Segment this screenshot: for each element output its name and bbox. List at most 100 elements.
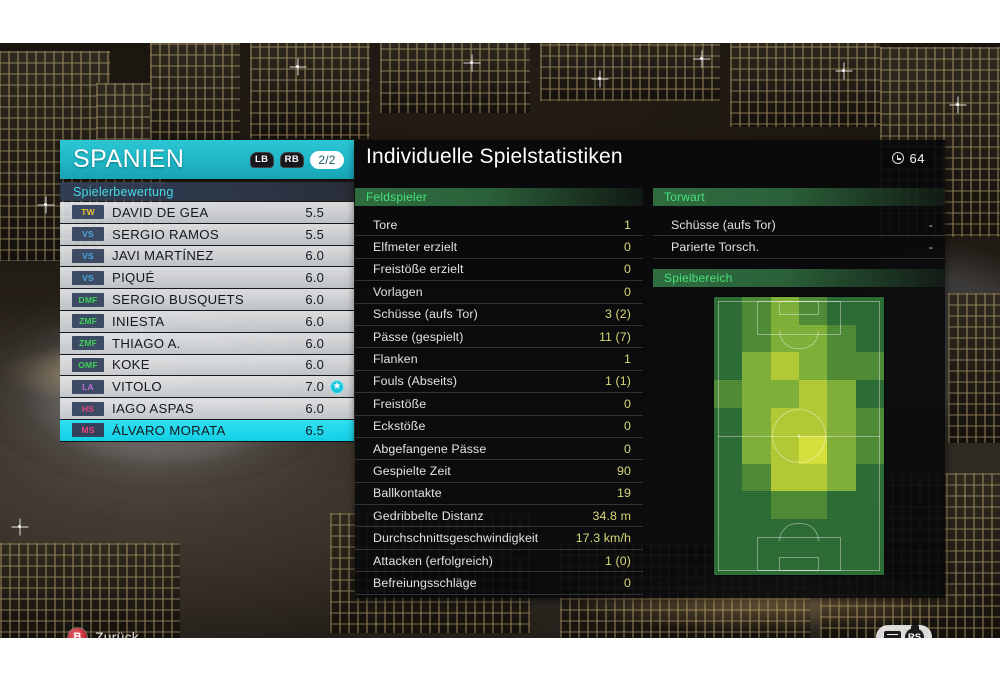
player-name: INIESTA: [112, 313, 165, 329]
heatmap-cell: [742, 546, 771, 575]
pitch-goal-box-bottom: [779, 556, 819, 571]
stat-label: Ballkontakte: [373, 486, 442, 501]
heatmap-cell: [827, 352, 856, 381]
player-rating: 5.5: [305, 226, 324, 242]
pitch-penalty-arc-bottom: [779, 522, 819, 541]
right-stick-icon[interactable]: RS: [905, 627, 924, 638]
background-building: [250, 43, 370, 139]
heatmap-pitch: [714, 296, 884, 575]
heatmap-cell: [742, 463, 771, 492]
player-position-badge: ZMF: [72, 336, 104, 351]
player-name: THIAGO A.: [112, 335, 181, 351]
stat-value: 0: [624, 419, 631, 434]
goalkeeper-section-header: Torwart: [653, 188, 945, 206]
team-header: SPANIEN LB RB 2/2: [60, 140, 354, 179]
stat-label: Parierte Torsch.: [671, 240, 760, 255]
heatmap-cell: [770, 380, 799, 408]
outfield-column: Feldspieler Tore 1 Elfmeter erzielt 0 Freist…: [355, 188, 643, 595]
player-row[interactable]: LA VITOLO 7.0 ★: [60, 376, 354, 399]
heatmap-cell: [714, 519, 743, 547]
stat-value: 1 (0): [605, 553, 631, 568]
stat-row: Gedribbelte Distanz 34.8 m: [355, 505, 643, 528]
stat-row: Fouls (Abseits) 1 (1): [355, 371, 643, 394]
heatmap-cell: [742, 296, 771, 325]
player-name: IAGO ASPAS: [112, 401, 194, 417]
player-row[interactable]: OMF KOKE 6.0: [60, 354, 354, 377]
heatmap-cell: [770, 324, 799, 353]
heatmap-cell: [799, 519, 828, 547]
stat-label: Befreiungsschläge: [373, 575, 477, 590]
lens-sparkle: [18, 525, 21, 528]
background-building: [730, 43, 880, 127]
heatmap-cell: [714, 324, 743, 353]
stat-value: 0: [624, 262, 631, 277]
player-row[interactable]: DMF SERGIO BUSQUETS 6.0: [60, 289, 354, 311]
player-row[interactable]: TW DAVID DE GEA 5.5: [60, 202, 354, 224]
stat-value: -: [928, 217, 933, 232]
player-name: PIQUÉ: [112, 270, 155, 286]
match-timer-value: 64: [909, 150, 925, 166]
next-team-button-rb[interactable]: RB: [279, 151, 304, 168]
outfield-stat-rows: Tore 1 Elfmeter erzielt 0 Freistöße erzielt 0…: [355, 206, 643, 595]
player-row[interactable]: VS PIQUÉ 6.0: [60, 267, 354, 290]
footer-hint-group[interactable]: RS: [876, 625, 932, 638]
player-row[interactable]: ZMF THIAGO A. 6.0: [60, 332, 354, 355]
player-rating: 6.0: [305, 335, 324, 351]
heatmap-cell: [799, 435, 828, 464]
motm-placeholder: [330, 402, 344, 416]
button-b-icon: B: [68, 627, 87, 638]
player-position-badge: MS: [72, 423, 104, 438]
chat-bubble-icon[interactable]: [884, 630, 901, 638]
player-rating-list[interactable]: TW DAVID DE GEA 5.5 VS SERGIO RAMOS 5.5 VS JAVI…: [60, 202, 354, 442]
player-row[interactable]: MS ÁLVARO MORATA 6.5: [60, 419, 354, 442]
heatmap-cell: [799, 380, 828, 408]
stat-value: 1 (1): [605, 374, 631, 389]
player-rating: 6.0: [305, 401, 324, 417]
stat-value: 1: [624, 352, 631, 367]
individual-stats-panel: 64 Feldspieler Tore 1 Elfmeter erzielt 0 Fre…: [355, 140, 945, 598]
player-row[interactable]: VS JAVI MARTÍNEZ 6.0: [60, 245, 354, 268]
player-position-badge: DMF: [72, 292, 104, 307]
stat-label: Fouls (Abseits): [373, 374, 458, 389]
player-row[interactable]: VS SERGIO RAMOS 5.5: [60, 223, 354, 246]
player-position-badge: HS: [72, 401, 104, 416]
clock-icon: [891, 152, 904, 164]
team-nav-buttons: LB RB 2/2: [249, 150, 344, 169]
prev-team-button-lb[interactable]: LB: [249, 151, 274, 168]
lens-sparkle: [956, 103, 959, 106]
stat-row: Vorlagen 0: [355, 281, 643, 304]
stat-value: 0: [624, 441, 631, 456]
player-name: VITOLO: [112, 379, 162, 395]
stat-label: Attacken (erfolgreich): [373, 553, 493, 568]
pitch-penalty-box-top: [757, 300, 841, 335]
heatmap-cell: [799, 352, 828, 381]
player-rating: 7.0: [305, 379, 324, 395]
heatmap-cell: [799, 407, 828, 436]
heatmap-cell: [770, 352, 799, 381]
player-rating: 6.5: [305, 422, 324, 438]
stat-value: 3 (2): [605, 307, 631, 322]
heatmap-cell: [714, 352, 743, 381]
motm-placeholder: [330, 423, 344, 437]
heatmap-cell: [827, 380, 856, 408]
stat-value: 34.8 m: [592, 508, 631, 523]
stat-label: Schüsse (aufs Tor): [373, 307, 478, 322]
heatmap-cell: [770, 546, 799, 575]
stat-label: Eckstöße: [373, 419, 426, 434]
back-action[interactable]: B Zurück: [62, 623, 153, 638]
pitch-center-circle: [772, 408, 826, 463]
player-rating: 6.0: [305, 313, 324, 329]
stat-row: Eckstöße 0: [355, 416, 643, 438]
heatmap-cell: [770, 463, 799, 492]
lens-sparkle: [44, 203, 47, 206]
player-row[interactable]: HS IAGO ASPAS 6.0: [60, 398, 354, 420]
lens-sparkle: [700, 57, 703, 60]
motm-placeholder: [330, 293, 344, 307]
heatmap-cell: [827, 296, 856, 325]
motm-placeholder: [330, 227, 344, 241]
team-name: SPANIEN: [73, 145, 185, 173]
player-rating-section-header: Spielerbewertung: [60, 182, 354, 201]
heatmap-cell: [714, 491, 743, 520]
player-position-badge: OMF: [72, 357, 104, 372]
player-row[interactable]: ZMF INIESTA 6.0: [60, 310, 354, 333]
